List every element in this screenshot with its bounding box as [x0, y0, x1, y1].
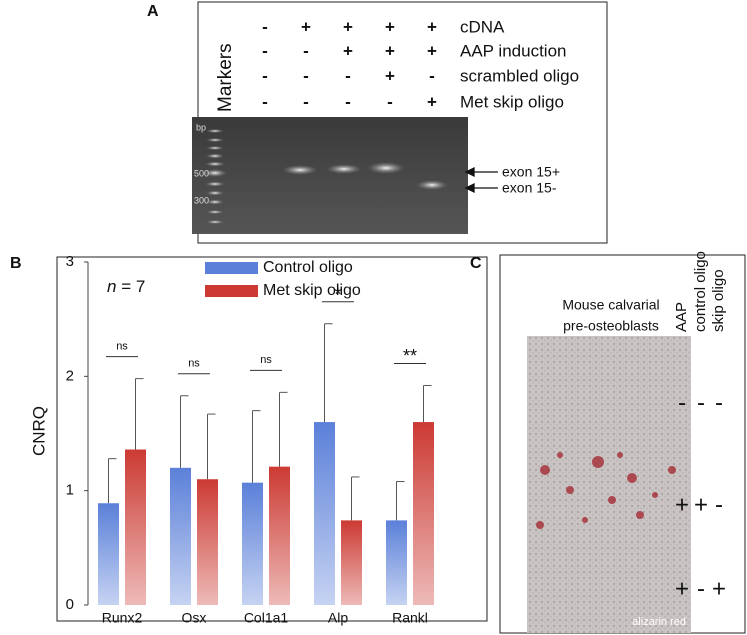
sign: + [427, 92, 437, 111]
y-axis-label: CNRQ [29, 406, 48, 456]
panel-c-title: pre-osteoblasts [563, 318, 659, 334]
legend-swatch [205, 285, 258, 297]
stain-label: alizarin red [632, 616, 686, 628]
sign: + [385, 17, 395, 36]
bar [341, 520, 362, 605]
n-text: = 7 [116, 277, 145, 296]
row-label: scrambled oligo [460, 66, 579, 85]
sign: + [343, 17, 353, 36]
sign: - [387, 92, 393, 111]
x-tick-label: Osx [182, 610, 207, 626]
panel-a-labels: cDNA - + + + + AAP induction - - + + + scrambled oli… [194, 17, 579, 205]
column-header: AAP [673, 302, 690, 332]
significance-label: ** [403, 346, 417, 366]
sign: + [427, 17, 437, 36]
micrograph [527, 447, 691, 541]
legend-label: Control oligo [263, 259, 353, 276]
band-label: exon 15- [502, 180, 557, 196]
marker-ladder [203, 129, 227, 224]
panel-label: B [10, 255, 22, 272]
sign: - [262, 17, 268, 36]
row-label: cDNA [460, 17, 505, 36]
x-tick-label: Rankl [392, 610, 428, 626]
x-tick-label: Alp [328, 610, 348, 626]
sign: + [675, 491, 689, 518]
sample-bands [282, 162, 448, 190]
sign: - [715, 491, 723, 518]
sign: + [385, 66, 395, 85]
n-symbol: n [107, 277, 116, 296]
column-header: control oligo [692, 251, 709, 332]
x-tick-label: Runx2 [102, 610, 143, 626]
panel-c-title: Mouse calvarial [562, 297, 659, 313]
sign: - [303, 66, 309, 85]
sign: + [301, 17, 311, 36]
row-label: Met skip oligo [460, 92, 564, 111]
bar [242, 482, 263, 605]
sign: + [675, 575, 689, 602]
x-tick-label: Col1a1 [244, 610, 289, 626]
sign: + [694, 491, 708, 518]
legend-label: Met skip oligo [263, 282, 361, 299]
sign: - [345, 92, 351, 111]
bp-size: 300 [194, 195, 209, 205]
legend-swatch [205, 262, 258, 274]
sign: + [343, 41, 353, 60]
panel-c-labels: AAP control oligo skip oligo- - -+ + -+ - + [673, 251, 727, 602]
significance-label: ns [116, 341, 128, 353]
y-tick-label: 1 [66, 482, 74, 499]
sign: - [697, 575, 705, 602]
sign: - [262, 92, 268, 111]
significance-label: * [334, 284, 341, 304]
bar [170, 467, 191, 605]
bp-label: bp [196, 122, 206, 132]
sign: + [385, 41, 395, 60]
sign: - [303, 41, 309, 60]
bar [413, 422, 434, 605]
micrograph [527, 541, 691, 633]
bp-size: 500 [194, 168, 209, 178]
sign: - [678, 389, 686, 416]
sign: - [697, 389, 705, 416]
sign: - [715, 389, 723, 416]
bar [386, 520, 407, 605]
sign: - [303, 92, 309, 111]
gel-image [192, 117, 468, 234]
y-tick-label: 2 [66, 367, 74, 384]
y-tick-label: 3 [66, 253, 74, 270]
panel-b-frame [56, 256, 488, 622]
sign: - [262, 41, 268, 60]
markers-label: Markers [215, 43, 236, 112]
bar [197, 479, 218, 605]
panel-label: C [470, 255, 482, 272]
micrograph [527, 336, 691, 447]
significance-label: ns [188, 358, 200, 370]
bar [269, 466, 290, 605]
panel-label: A [147, 3, 159, 20]
bar [314, 422, 335, 605]
bar-chart: 0 1 2 3 Control oligo Met skip oligo Runx2 ns Os… [66, 253, 434, 626]
sign: - [345, 66, 351, 85]
sign: - [262, 66, 268, 85]
stain-spots [536, 452, 676, 529]
n-annotation: n = 7 [107, 277, 145, 296]
row-label: AAP induction [460, 41, 566, 60]
column-header: skip oligo [710, 269, 727, 332]
band-label: exon 15+ [502, 164, 560, 180]
sign: + [712, 575, 726, 602]
band-arrows [464, 166, 498, 194]
sign: + [427, 41, 437, 60]
bar [125, 449, 146, 605]
bar [98, 503, 119, 605]
sign: - [429, 66, 435, 85]
significance-label: ns [260, 354, 272, 366]
y-tick-label: 0 [66, 596, 74, 613]
